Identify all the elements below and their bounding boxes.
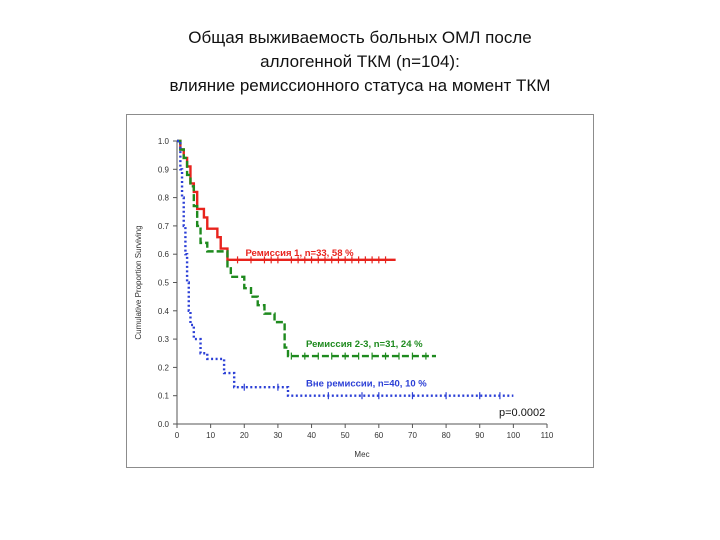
y-tick-label: 1.0: [158, 137, 170, 146]
y-tick-label: 0.9: [158, 165, 170, 174]
x-tick-label: 50: [341, 431, 350, 440]
slide-title: Общая выживаемость больных ОМЛ после алл…: [0, 26, 720, 98]
y-tick-label: 0.8: [158, 194, 170, 203]
series-line-1: [177, 139, 396, 262]
series-label-2: Ремиссия 2-3, n=31, 24 %: [306, 339, 423, 350]
title-line-1: Общая выживаемость больных ОМЛ после: [188, 28, 532, 47]
y-axis-title: Cumulative Proportion Surviving: [134, 225, 143, 339]
axes: 0.0 0.1 0.2 0.3 0.4 0.5 0.6 0.7 0.8 0.9 1.0 0 10 20 30…: [134, 137, 554, 459]
y-tick-label: 0.7: [158, 222, 170, 231]
x-tick-label: 10: [206, 431, 215, 440]
x-tick-label: 30: [273, 431, 282, 440]
x-tick-label: 80: [442, 431, 451, 440]
y-tick-label: 0.2: [158, 363, 170, 372]
x-tick-label: 40: [307, 431, 316, 440]
y-tick-label: 0.5: [158, 279, 170, 288]
title-line-3: влияние ремиссионного статуса на момент …: [169, 76, 551, 95]
title-line-2: аллогенной ТКМ (n=104):: [260, 52, 460, 71]
series-layer: [177, 139, 514, 400]
x-tick-label: 0: [175, 431, 180, 440]
survival-chart: 0.0 0.1 0.2 0.3 0.4 0.5 0.6 0.7 0.8 0.9 1.0 0 10 20 30…: [134, 137, 554, 459]
y-tick-label: 0.0: [158, 420, 170, 429]
p-value-annotation: p=0.0002: [499, 407, 545, 419]
x-tick-label: 60: [374, 431, 383, 440]
x-tick-label: 100: [507, 431, 521, 440]
series-line-3: [177, 139, 514, 397]
x-axis-title: Мес: [354, 450, 369, 459]
x-tick-label: 90: [475, 431, 484, 440]
label-layer: Ремиссия 1, n=33, 58 % Ремиссия 2-3, n=31…: [245, 248, 545, 419]
x-tick-label: 110: [541, 431, 554, 440]
x-tick-label: 20: [240, 431, 249, 440]
series-line-2: [177, 139, 436, 358]
series-label-1: Ремиссия 1, n=33, 58 %: [245, 248, 354, 259]
y-tick-label: 0.3: [158, 335, 170, 344]
x-tick-label: 70: [408, 431, 417, 440]
y-tick-label: 0.6: [158, 250, 170, 259]
chart-frame: 0.0 0.1 0.2 0.3 0.4 0.5 0.6 0.7 0.8 0.9 1.0 0 10 20 30…: [126, 114, 594, 468]
series-label-3: Вне ремиссии, n=40, 10 %: [306, 379, 427, 390]
y-tick-label: 0.4: [158, 307, 170, 316]
y-tick-label: 0.1: [158, 392, 170, 401]
